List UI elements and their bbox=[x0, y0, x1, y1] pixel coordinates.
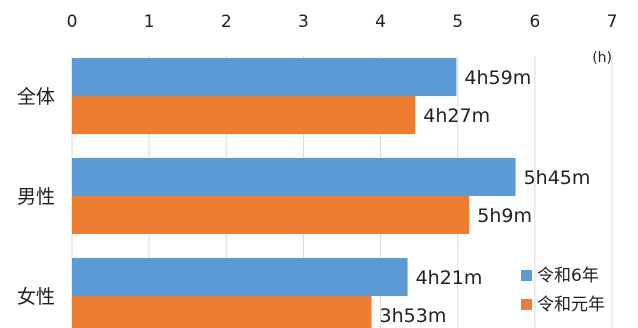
category-label: 女性 bbox=[17, 286, 55, 308]
data-label: 4h27m bbox=[423, 105, 490, 127]
legend-label: 令和6年 bbox=[537, 266, 599, 286]
legend-swatch bbox=[521, 299, 532, 310]
bar bbox=[72, 196, 470, 234]
bars bbox=[72, 58, 516, 328]
x-tick-label: 3 bbox=[298, 12, 309, 32]
axis-unit-label: (h) bbox=[592, 50, 612, 66]
legend-swatch bbox=[521, 270, 532, 281]
data-label: 4h59m bbox=[464, 67, 531, 89]
legend-label: 令和元年 bbox=[537, 295, 605, 315]
x-tick-label: 2 bbox=[221, 12, 232, 32]
x-tick-label: 4 bbox=[375, 12, 386, 32]
category-label: 男性 bbox=[17, 186, 55, 208]
x-tick-label: 5 bbox=[452, 12, 463, 32]
x-axis-ticks: 0 1 2 3 4 5 6 7 bbox=[67, 12, 618, 32]
data-label: 5h9m bbox=[477, 205, 532, 227]
category-label: 全体 bbox=[17, 86, 55, 108]
x-tick-label: 7 bbox=[607, 12, 618, 32]
bar bbox=[72, 296, 372, 328]
data-label: 3h53m bbox=[380, 305, 447, 327]
bar bbox=[72, 158, 516, 196]
bar bbox=[72, 258, 408, 296]
x-tick-label: 1 bbox=[144, 12, 155, 32]
bar bbox=[72, 58, 457, 96]
data-labels: 4h59m 5h45m 4h21m 4h27m 5h9m 3h53m bbox=[380, 67, 591, 327]
bar bbox=[72, 96, 416, 134]
data-label: 4h21m bbox=[416, 267, 483, 289]
x-tick-label: 0 bbox=[67, 12, 78, 32]
x-tick-label: 6 bbox=[529, 12, 540, 32]
data-label: 5h45m bbox=[524, 167, 591, 189]
